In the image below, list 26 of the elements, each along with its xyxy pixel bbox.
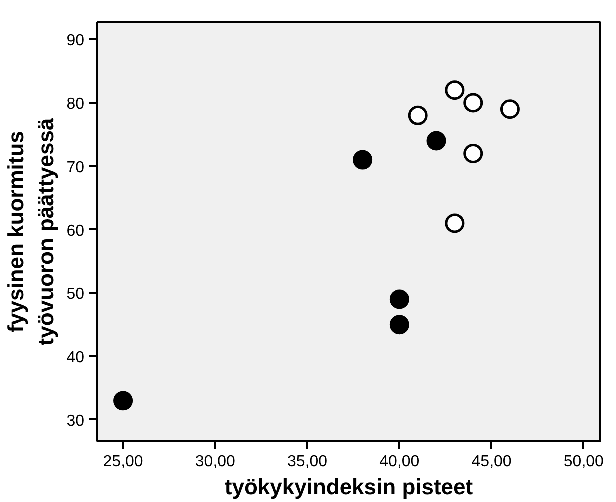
x-tick-label: 35,00 bbox=[288, 454, 328, 470]
y-tick-label: 90 bbox=[66, 32, 85, 50]
y-tick-label: 30 bbox=[66, 412, 85, 430]
y-tick-label: 40 bbox=[66, 350, 85, 367]
point bbox=[426, 131, 446, 151]
point bbox=[464, 93, 484, 113]
point bbox=[353, 150, 373, 170]
x-tick-label: 40,00 bbox=[380, 454, 420, 470]
point bbox=[500, 100, 520, 120]
point bbox=[464, 144, 484, 164]
x-tick-label: 25,00 bbox=[103, 454, 144, 470]
point bbox=[408, 106, 428, 126]
point bbox=[390, 290, 410, 310]
point bbox=[390, 315, 410, 335]
point bbox=[445, 80, 465, 100]
y-tick-label: 50 bbox=[66, 286, 85, 304]
point bbox=[445, 214, 465, 234]
x-axis-title: työkykyindeksin pisteet bbox=[224, 474, 474, 500]
y-tick-label: 80 bbox=[66, 96, 85, 114]
x-tick-label: 50,00 bbox=[564, 454, 604, 470]
x-tick-label: 30,00 bbox=[195, 454, 236, 470]
x-tick-label: 45,00 bbox=[472, 454, 512, 470]
y-tick-label: 70 bbox=[66, 159, 85, 176]
point bbox=[114, 391, 134, 411]
y-axis-title: fyysinen kuormitus työvuoron päättyessä bbox=[4, 118, 59, 346]
y-tick-label: 60 bbox=[66, 222, 85, 240]
